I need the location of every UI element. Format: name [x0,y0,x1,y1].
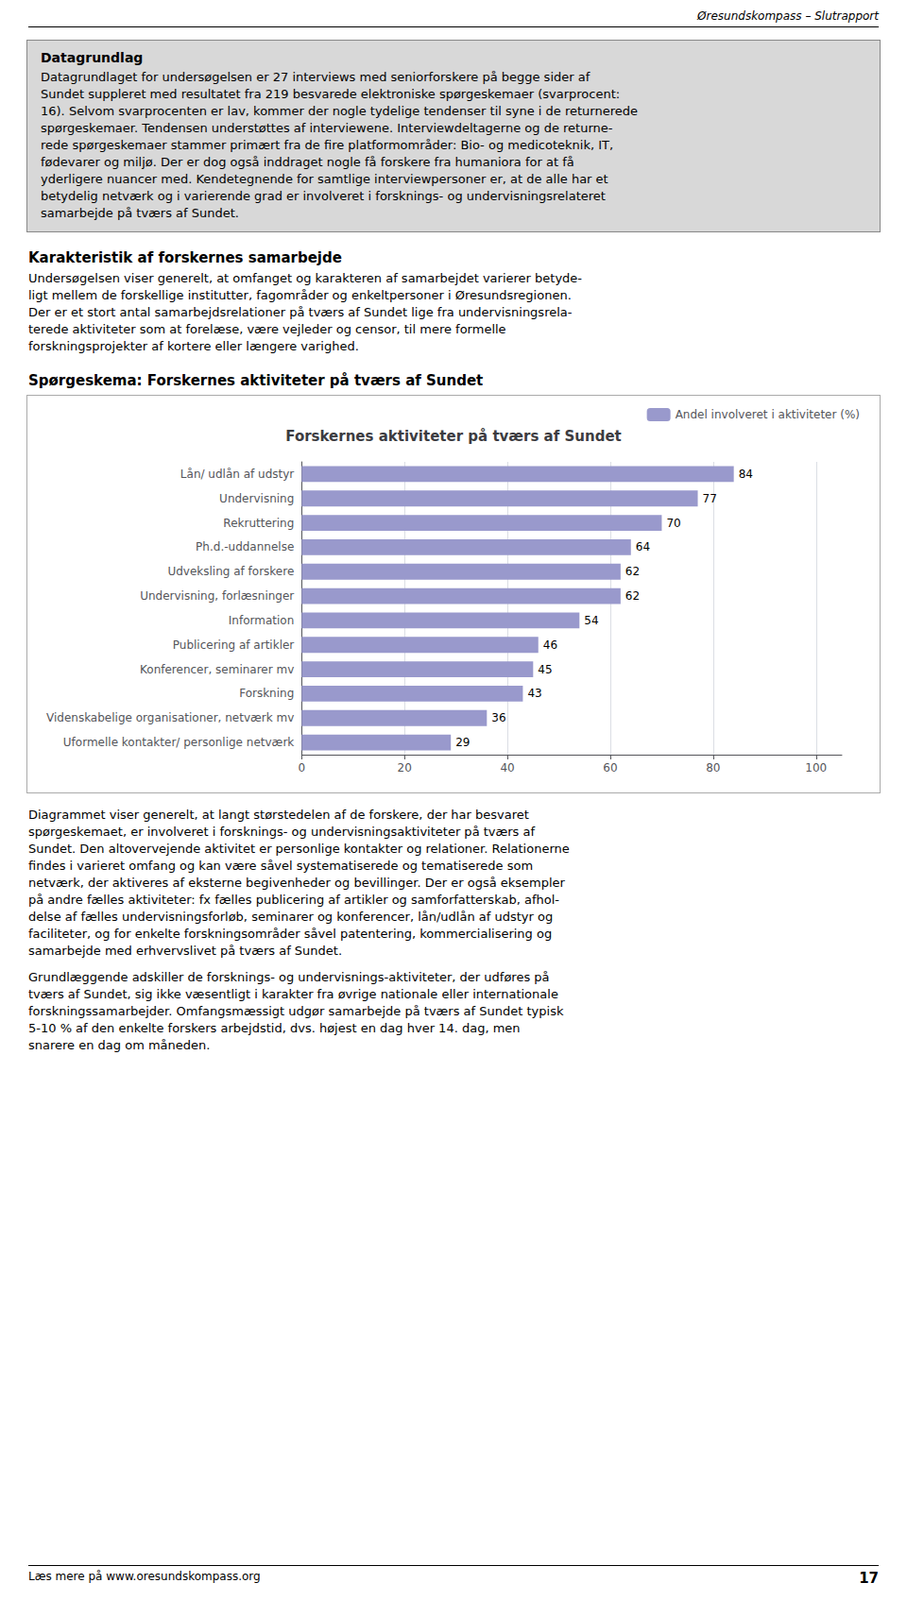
svg-text:Forskernes aktiviteter på tvær: Forskernes aktiviteter på tværs af Sunde… [285,427,621,445]
svg-text:60: 60 [602,761,617,775]
html-text:17: 17 [858,1570,879,1588]
html-text:yderligere nuancer med. Kendet: yderligere nuancer med. Kendetegnende fo… [40,171,609,187]
svg-text:84: 84 [738,467,753,481]
svg-text:Rekruttering: Rekruttering [222,516,294,531]
html-text:tværs af Sundet, sig ikke væse: tværs af Sundet, sig ikke væsentligt i k… [28,987,559,1002]
svg-text:45: 45 [537,663,552,677]
html-text:snarere en dag om måneden.: snarere en dag om måneden. [28,1038,211,1053]
svg-text:Andel involveret i aktiviteter: Andel involveret i aktiviteter (%) [675,408,860,422]
svg-text:20: 20 [397,761,412,775]
svg-text:Lån/ udlån af udstyr: Lån/ udlån af udstyr [180,467,295,481]
html-text:findes i varieret omfang og ka: findes i varieret omfang og kan være såv… [28,858,533,873]
html-text:Datagrundlag: Datagrundlag [40,50,144,66]
html-text:Karakteristik af forskernes sa: Karakteristik af forskernes samarbejde [28,249,342,267]
html-text:spørgeskemaet, er involveret i: spørgeskemaet, er involveret i forskning… [28,824,535,839]
svg-text:Uformelle kontakter/ personlig: Uformelle kontakter/ personlige netværk [63,735,294,750]
svg-text:29: 29 [455,735,470,750]
html-text:Sundet suppleret med resultate: Sundet suppleret med resultatet fra 219 … [40,86,620,102]
html-text:Sundet. Den altovervejende akt: Sundet. Den altovervejende aktivitet er … [28,841,570,856]
html-text:Undersøgelsen viser generelt,: Undersøgelsen viser generelt, at omfange… [28,271,583,286]
html-text:Spørgeskema: Forskernes aktivi: Spørgeskema: Forskernes aktiviteter på t… [28,372,484,390]
html-text:faciliteter, og for enkelte fo: faciliteter, og for enkelte forskningsom… [28,926,552,942]
svg-text:Publicering af artikler: Publicering af artikler [172,638,295,652]
svg-text:54: 54 [583,614,599,628]
svg-text:77: 77 [702,492,718,506]
svg-text:Udveksling af forskere: Udveksling af forskere [167,564,294,579]
svg-text:Information: Information [228,614,294,628]
html-text:samarbejde med erhvervslivet p: samarbejde med erhvervslivet på tværs af… [28,943,343,959]
svg-text:0: 0 [297,761,306,775]
html-text:16). Selvom svarprocenten er l: 16). Selvom svarprocenten er lav, kommer… [40,103,638,119]
html-text:Diagrammet viser generelt, at: Diagrammet viser generelt, at langt stør… [28,807,529,822]
svg-text:40: 40 [499,761,514,775]
html-text:delse af fælles undervisningsf: delse af fælles undervisningsforløb, sem… [28,909,553,925]
svg-text:100: 100 [804,761,827,775]
html-text:5-10 % af den enkelte forskers: 5-10 % af den enkelte forskers arbejdsti… [28,1021,521,1036]
svg-text:80: 80 [705,761,720,775]
svg-text:64: 64 [635,540,651,554]
svg-text:62: 62 [625,564,640,579]
html-text:forskningsprojekter af kortere: forskningsprojekter af kortere eller læn… [28,339,359,354]
svg-text:Videnskabelige organisationer,: Videnskabelige organisationer, netværk m… [46,711,294,725]
html-text:på andre fælles aktiviteter: f: på andre fælles aktiviteter: fx fælles p… [28,892,560,907]
svg-text:Undervisning, forlæsninger: Undervisning, forlæsninger [139,589,294,603]
svg-text:36: 36 [491,711,506,725]
html-text:forskningssamarbejder. Omfangs: forskningssamarbejder. Omfangsmæssigt ud… [28,1004,564,1019]
html-text:fødevarer og miljø. Der er dog: fødevarer og miljø. Der er dog også indd… [40,154,575,170]
html-text:Datagrundlaget for undersøgels: Datagrundlaget for undersøgelsen er 27 i… [40,69,590,85]
svg-text:62: 62 [625,589,640,603]
html-text:ligt mellem de forskellige ins: ligt mellem de forskellige institutter, … [28,288,572,303]
svg-text:Undervisning: Undervisning [219,492,294,506]
html-text:Grundlæggende adskiller de for: Grundlæggende adskiller de forsknings- o… [28,970,550,985]
svg-text:43: 43 [527,686,542,701]
svg-text:Forskning: Forskning [239,686,294,701]
html-text:rede spørgeskemaer stammer pri: rede spørgeskemaer stammer primært fra d… [40,137,614,153]
svg-text:70: 70 [666,516,681,531]
html-text:Læs mere på www.oresundskompas: Læs mere på www.oresundskompass.org [28,1570,261,1584]
html-text:Øresundskompass – Slutrapport: Øresundskompass – Slutrapport [697,9,879,23]
html-text:betydelig netværk og i variere: betydelig netværk og i varierende grad e… [40,188,606,204]
html-text:Der er et stort antal samarbej: Der er et stort antal samarbejdsrelation… [28,305,573,320]
html-text:samarbejde på tværs af Sundet.: samarbejde på tværs af Sundet. [40,205,240,221]
html-text:terede aktiviteter som at fore: terede aktiviteter som at forelæse, være… [28,322,507,337]
svg-text:46: 46 [543,638,558,652]
svg-text:Ph.d.-uddannelse: Ph.d.-uddannelse [195,540,294,554]
svg-text:Konferencer, seminarer mv: Konferencer, seminarer mv [139,663,294,677]
html-text:netværk, der aktiveres af ekst: netværk, der aktiveres af eksterne begiv… [28,875,565,890]
html-text:spørgeskemaer. Tendensen under: spørgeskemaer. Tendensen understøttes af… [40,120,613,136]
